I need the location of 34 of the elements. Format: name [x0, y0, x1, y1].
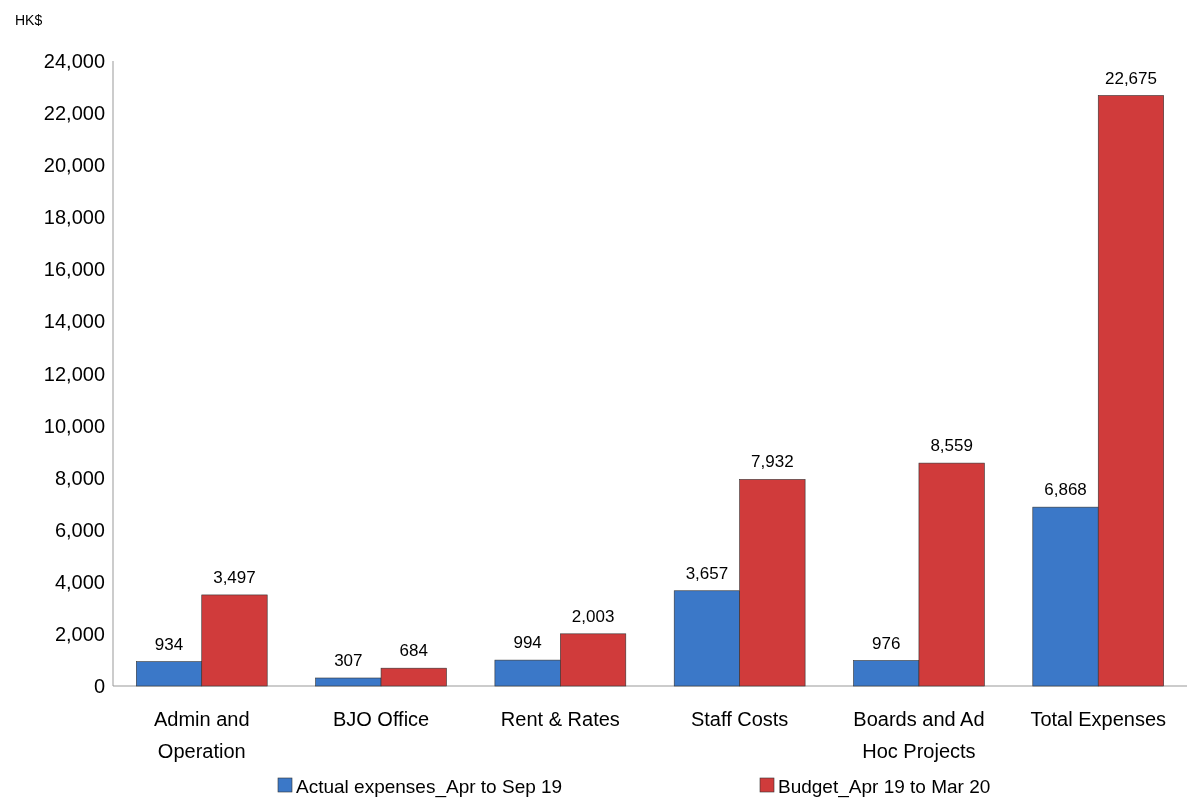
- data-label: 3,657: [685, 563, 729, 583]
- y-tick-label: 16,000: [43, 258, 105, 281]
- data-label: 2,003: [571, 606, 615, 626]
- y-axis-title: HK$: [15, 12, 43, 28]
- x-tick-label: Total Expenses: [1030, 708, 1167, 730]
- data-label: 22,675: [1104, 68, 1157, 88]
- y-tick-label: 12,000: [43, 362, 105, 385]
- y-tick-label: 22,000: [43, 102, 105, 125]
- data-label: 6,868: [1044, 480, 1087, 500]
- x-tick-label: BJO Office: [332, 708, 430, 730]
- data-label: 307: [334, 651, 363, 671]
- data-label: 3,497: [213, 567, 256, 587]
- y-tick-label: 6,000: [54, 518, 105, 541]
- data-label: 934: [154, 634, 184, 654]
- data-label: 994: [513, 633, 542, 653]
- y-tick-label: 14,000: [43, 310, 105, 333]
- y-tick-label: 4,000: [54, 570, 105, 593]
- x-tick-label: Admin and Operation: [153, 708, 250, 762]
- x-tick-label: Boards and Ad Hoc Projects: [853, 708, 985, 762]
- x-tick-label: Rent & Rates: [500, 708, 620, 730]
- y-tick-label: 2,000: [54, 622, 105, 645]
- y-tick-label: 0: [93, 675, 105, 697]
- data-label: 8,559: [930, 436, 973, 456]
- x-tick-label: Staff Costs: [690, 708, 789, 730]
- data-label: 976: [872, 633, 901, 653]
- y-tick-label: 20,000: [43, 154, 105, 177]
- data-label: 7,932: [751, 452, 794, 472]
- y-tick-label: 8,000: [54, 466, 105, 489]
- y-tick-label: 10,000: [43, 414, 105, 437]
- legend-label: Actual expenses_Apr to Sep 19: [296, 775, 563, 798]
- data-label: 684: [399, 641, 428, 661]
- legend-label: Budget_Apr 19 to Mar 20: [778, 775, 991, 798]
- y-tick-label: 24,000: [43, 50, 105, 72]
- y-tick-label: 18,000: [43, 206, 105, 229]
